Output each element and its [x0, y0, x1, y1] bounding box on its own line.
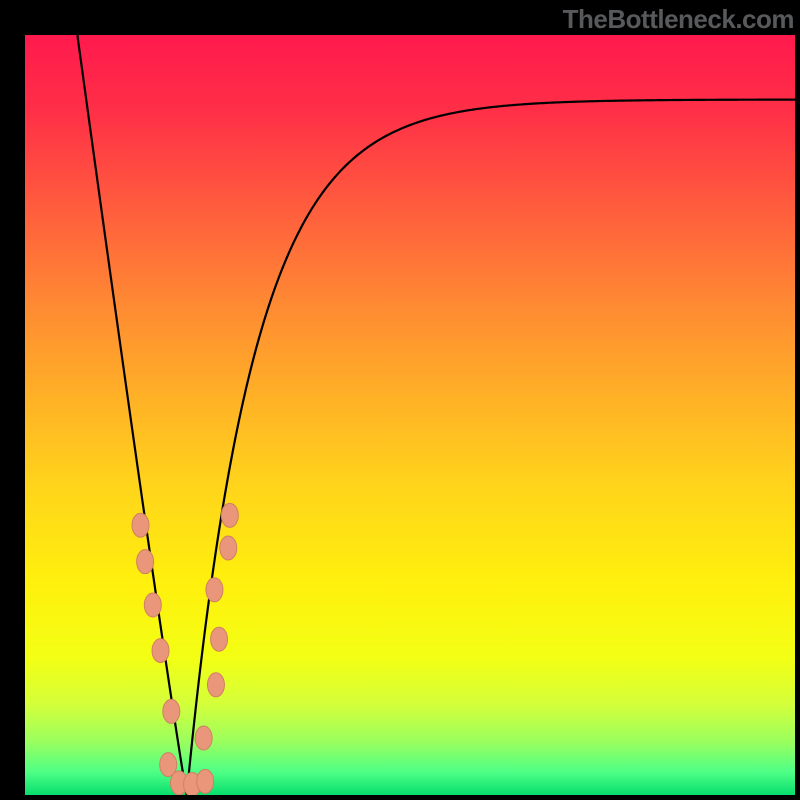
- data-marker: [132, 513, 149, 537]
- data-marker: [206, 578, 223, 602]
- data-marker: [207, 673, 224, 697]
- data-marker: [195, 726, 212, 750]
- watermark-text: TheBottleneck.com: [563, 4, 794, 35]
- data-marker: [137, 550, 154, 574]
- data-marker: [211, 627, 228, 651]
- data-marker: [197, 769, 214, 793]
- data-marker: [163, 699, 180, 723]
- data-marker: [144, 593, 161, 617]
- data-marker: [221, 503, 238, 527]
- data-marker: [220, 536, 237, 560]
- frame-left: [0, 35, 25, 795]
- data-marker: [152, 639, 169, 663]
- gradient-background: [25, 35, 795, 795]
- frame-bottom: [0, 795, 800, 800]
- frame-right: [795, 35, 800, 795]
- plot-svg: [0, 0, 800, 800]
- chart-canvas: TheBottleneck.com: [0, 0, 800, 800]
